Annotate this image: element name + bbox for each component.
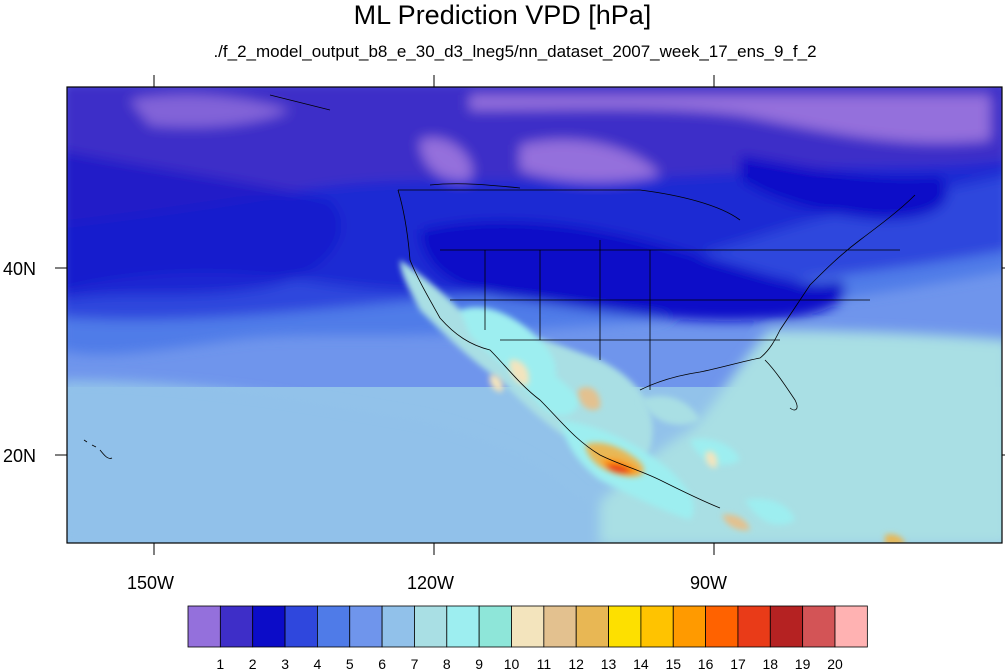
lat-label-20n: 20N xyxy=(3,446,37,466)
colorbar-tick-label: 19 xyxy=(794,656,811,672)
colorbar-tick-label: 17 xyxy=(730,656,746,672)
lon-label-120w: 120W xyxy=(407,573,455,593)
colorbar-tick-label: 4 xyxy=(313,656,322,672)
colorbar-swatch xyxy=(349,605,383,648)
colorbar-tick-label: 12 xyxy=(568,656,584,672)
colorbar-swatch xyxy=(834,605,868,648)
colorbar-tick-label: 18 xyxy=(762,656,779,672)
colorbar-swatch xyxy=(414,605,448,648)
colorbar-swatch xyxy=(478,605,512,648)
colorbar-tick-label: 16 xyxy=(697,656,714,672)
colorbar-tick-label: 20 xyxy=(827,656,843,672)
figure-title: ML Prediction VPD [hPa] xyxy=(353,0,652,30)
colorbar-swatch xyxy=(446,605,480,648)
colorbar-tick-label: 13 xyxy=(600,656,617,672)
colorbar-swatch xyxy=(705,605,739,648)
colorbar-swatch xyxy=(737,605,771,648)
colorbar-swatch xyxy=(575,605,609,648)
colorbar-tick-label: 1 xyxy=(216,656,225,672)
colorbar-swatch xyxy=(543,605,577,648)
colorbar-swatch xyxy=(608,605,642,648)
colorbar-swatch xyxy=(187,605,221,648)
colorbar-swatch xyxy=(769,605,804,648)
map-frame xyxy=(66,86,1003,544)
colorbar-tick-label: 9 xyxy=(475,656,484,672)
colorbar xyxy=(187,605,868,648)
colorbar-swatch xyxy=(252,605,286,648)
colorbar-swatch xyxy=(672,605,706,648)
colorbar-tick-label: 5 xyxy=(345,656,354,672)
vpd-field xyxy=(67,87,1002,543)
lon-label-150w: 150W xyxy=(127,573,175,593)
lon-label-90w: 90W xyxy=(690,573,728,593)
colorbar-tick-label: 2 xyxy=(248,656,257,672)
colorbar-tick-label: 10 xyxy=(503,656,520,672)
colorbar-tick-label: 3 xyxy=(281,656,289,672)
colorbar-tick-label: 15 xyxy=(665,656,682,672)
lat-label-40n: 40N xyxy=(3,259,37,279)
colorbar-swatch xyxy=(511,605,545,648)
colorbar-swatch xyxy=(284,605,318,648)
colorbar-swatch xyxy=(640,605,674,648)
colorbar-tick-label: 11 xyxy=(536,656,552,672)
coastlines xyxy=(83,94,916,509)
colorbar-swatch xyxy=(219,605,254,648)
colorbar-tick-label: 14 xyxy=(633,656,649,672)
map-ticks xyxy=(55,75,1005,555)
figure-subtitle: ./f_2_model_output_b8_e_30_d3_lneg5/nn_d… xyxy=(213,42,817,61)
colorbar-tick-label: 8 xyxy=(442,656,451,672)
colorbar-swatch xyxy=(316,605,351,648)
colorbar-tick-label: 7 xyxy=(410,656,419,672)
colorbar-swatch xyxy=(802,605,836,648)
colorbar-tick-label: 6 xyxy=(378,656,386,672)
colorbar-swatch xyxy=(381,605,415,648)
